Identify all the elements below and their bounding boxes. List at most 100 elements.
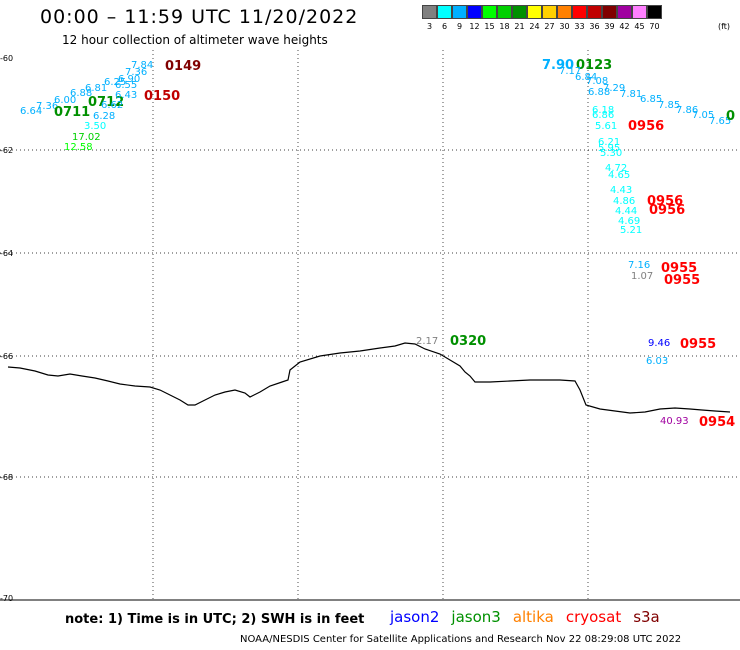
legend-item: 36 [587,5,602,31]
legend-swatch [542,5,557,19]
wave-height-label: 7.81 [620,89,642,100]
wave-height-label: 1.07 [631,271,653,282]
wave-height-label: 7.17 [559,66,581,77]
lat-label: -60 [0,54,13,63]
wave-height-label: 6.00 [54,95,76,106]
wave-height-label: 6.88 [70,88,92,99]
legend-label: 45 [634,22,645,31]
legend-item: 27 [542,5,557,31]
wave-height-label: 40.93 [660,416,689,427]
legend-item: 24 [527,5,542,31]
wave-height-map: 01497.847.366.906.556.256.816.886.007.36… [0,50,740,603]
satellite-jason3: jason3 [451,608,501,626]
obs-time-label: 0320 [450,334,486,349]
legend-item: 42 [617,5,632,31]
wave-height-label: 6.25 [104,77,126,88]
legend-item: 39 [602,5,617,31]
wave-height-label: 2.17 [416,336,438,347]
legend-label: 24 [529,22,540,31]
wave-height-label: 6.90 [118,74,140,85]
wave-height-label: 6.21 [598,137,620,148]
legend-label: 9 [456,22,463,31]
axis-labels: -60-62-64-66-68-70105108111114117120 [0,54,13,603]
wave-height-label: 6.55 [115,80,137,91]
satellite-key: jason2 jason3 altika cryosat s3a [390,608,660,626]
wave-height-label: 6.18 [592,105,614,116]
legend-swatch [422,5,437,19]
legend-swatch [557,5,572,19]
legend-item: 9 [452,5,467,31]
obs-time-label: 0123 [576,58,612,73]
wave-height-label: 4.44 [615,206,637,217]
wave-height-label: 6.28 [93,111,115,122]
satellite-s3a: s3a [633,608,660,626]
legend-label: 12 [469,22,480,31]
antarctic-coastline [7,342,731,414]
legend-swatch [482,5,497,19]
credit-line: NOAA/NESDIS Center for Satellite Applica… [240,634,682,645]
legend-swatch [572,5,587,19]
obs-time-label: 0956 [628,119,664,134]
legend-swatch [527,5,542,19]
wave-height-label: 4.72 [605,163,627,174]
wave-height-label: 6.64 [20,106,42,117]
wave-height-label: 6.03 [646,356,668,367]
wave-height-label: 6.81 [85,83,107,94]
legend-swatch [512,5,527,19]
legend-swatch [602,5,617,19]
lat-label: -70 [0,594,13,603]
wave-height-label: 12.58 [64,142,93,153]
legend-swatch [452,5,467,19]
wave-height-label: 5.21 [620,225,642,236]
legend-swatch [437,5,452,19]
legend-label: 33 [574,22,585,31]
legend-label: 42 [619,22,630,31]
wave-height-label: 3.50 [84,121,106,132]
legend-label: 6 [441,22,448,31]
wave-height-label: 6.86 [592,110,614,121]
obs-time-label: 0954 [699,415,735,430]
wave-height-label: 7.29 [603,83,625,94]
legend-label: 70 [649,22,660,31]
legend-item: 3 [422,5,437,31]
wave-height-label: 7.16 [628,260,650,271]
legend-item: 15 [482,5,497,31]
legend-label: 30 [559,22,570,31]
satellite-cryosat: cryosat [565,608,622,626]
obs-time-label: 0150 [144,89,180,104]
wave-height-label: 7.36 [125,67,147,78]
obs-time-label: 0149 [165,59,201,74]
legend-swatch [467,5,482,19]
satellite-altika: altika [512,608,554,626]
observation-labels: 01497.847.366.906.556.256.816.886.007.36… [20,58,735,430]
obs-time-label: 0955 [661,261,697,276]
satellite-jason2: jason2 [390,608,440,626]
obs-time-label: 0955 [664,273,700,288]
legend-label: 21 [514,22,525,31]
legend-item: 18 [497,5,512,31]
wave-height-label: 5.30 [600,148,622,159]
wave-height-label: 4.65 [608,170,630,181]
legend-label: 3 [426,22,433,31]
legend-item: 70 [647,5,662,31]
wave-height-label: 7.86 [676,105,698,116]
wave-height-label: 4.43 [610,185,632,196]
color-legend: 3 6 9 12 15 18 21 24 27 30 33 36 39 42 45 70 [422,5,662,31]
legend-swatch [497,5,512,19]
lat-label: -64 [0,249,13,258]
wave-height-label: 7.08 [586,76,608,87]
obs-time-label: 0 [726,109,735,124]
obs-time-label: 0956 [649,203,685,218]
wave-height-label: 6.88 [588,87,610,98]
legend-label: 39 [604,22,615,31]
legend-label: 27 [544,22,555,31]
legend-unit: (ft) [718,22,731,31]
wave-height-label: 17.02 [72,132,101,143]
wave-height-label: 6.43 [115,90,137,101]
legend-swatch [632,5,647,19]
units-note: note: 1) Time is in UTC; 2) SWH is in fe… [65,612,365,627]
legend-item: 6 [437,5,452,31]
graticule [0,50,740,601]
wave-height-label: 5.61 [595,121,617,132]
wave-height-label: 7.84 [131,60,153,71]
